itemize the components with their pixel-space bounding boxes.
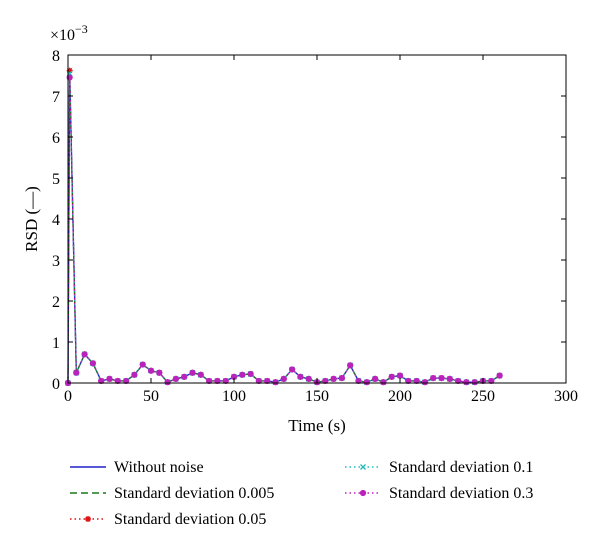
legend-label: Standard deviation 0.3 [389,485,533,502]
data-point [380,379,387,386]
legend-label: Without noise [114,459,204,476]
y-exponent-base: ×10 [50,27,75,44]
y-tick-label: 7 [52,89,60,106]
legend-marker [360,464,366,470]
legend-label: Standard deviation 0.1 [389,459,533,476]
data-point [264,377,271,385]
data-point [81,351,88,358]
data-point [438,374,445,382]
y-exponent-label: ×10−3 [50,22,88,44]
data-point [297,373,304,380]
data-point [463,379,470,386]
data-point [66,67,73,74]
data-point [405,377,412,385]
y-exponent-power: −3 [75,22,88,36]
data-point [255,377,262,385]
y-tick-label: 0 [52,376,60,393]
legend-entry: Standard deviation 0.3 [345,485,533,502]
series-3 [65,67,503,386]
data-point [430,374,437,382]
y-tick-label: 5 [52,171,60,188]
data-point [305,375,312,382]
data-point [289,366,296,373]
data-point [247,370,254,378]
series-line [67,77,500,384]
data-point [98,377,105,385]
legend-entry: Standard deviation 0.005 [70,485,274,502]
y-axis-label: RSD (—) [22,186,41,252]
data-point [147,367,155,374]
y-tick-label: 1 [52,335,60,352]
tick-layer: 0 50 100 150 200 250 300 0 1 2 3 4 5 6 7 8 [52,48,578,405]
x-tick-label: 0 [64,388,72,405]
data-point [363,379,370,386]
data-point [446,375,453,382]
legend-marker [359,489,367,497]
data-point [139,361,146,368]
legend-entry: Without noise [70,459,204,476]
x-axis-label: Time (s) [288,416,345,435]
series-4 [65,70,503,386]
data-point [172,375,179,382]
legend-label: Standard deviation 0.05 [114,511,266,528]
data-point [372,375,379,382]
data-point [421,379,428,386]
data-point [471,379,478,386]
x-tick-label: 250 [471,388,495,405]
series-line [67,71,500,384]
data-point [239,371,246,378]
data-point [413,377,420,385]
legend-marker [85,516,91,522]
data-point [206,377,213,385]
x-tick-label: 200 [388,388,412,405]
data-point [396,372,404,379]
data-point [73,369,80,376]
data-point [164,379,171,386]
series-line [67,69,500,384]
plot-frame [67,54,567,384]
data-point [388,373,395,380]
series-2 [67,71,500,384]
x-tick-label: 150 [305,388,329,405]
data-point [181,373,188,380]
data-point [322,377,329,385]
y-tick-label: 6 [52,130,60,147]
x-tick-label: 300 [554,388,578,405]
y-tick-label: 8 [52,48,60,65]
data-point [280,375,287,382]
y-tick-label: 2 [52,294,60,311]
data-point [89,360,97,367]
data-point [355,377,362,385]
legend: Without noise Standard deviation 0.005 Sta… [70,459,533,528]
data-point [330,375,337,382]
data-point [272,379,279,386]
data-point [189,369,196,376]
data-point [496,372,503,379]
data-point [131,371,138,378]
x-tick-label: 50 [143,388,159,405]
series-layer [64,67,503,387]
data-point [214,377,221,385]
legend-entry: Standard deviation 0.05 [70,511,266,528]
legend-entry: Standard deviation 0.1 [345,459,533,476]
data-point [488,377,495,385]
series-line [67,73,500,384]
y-tick-label: 4 [52,212,60,229]
series-line [67,70,500,384]
x-tick-label: 100 [222,388,246,405]
data-point [455,377,462,385]
legend-label: Standard deviation 0.005 [114,485,274,502]
data-point [222,377,229,385]
data-point [347,362,354,369]
data-point [156,369,163,376]
data-point [123,377,130,385]
data-point [338,374,345,382]
data-point [106,375,113,382]
y-tick-label: 3 [52,253,60,270]
series-1 [67,69,500,384]
data-point [114,377,121,385]
series-5 [64,74,503,387]
data-point [197,371,204,378]
